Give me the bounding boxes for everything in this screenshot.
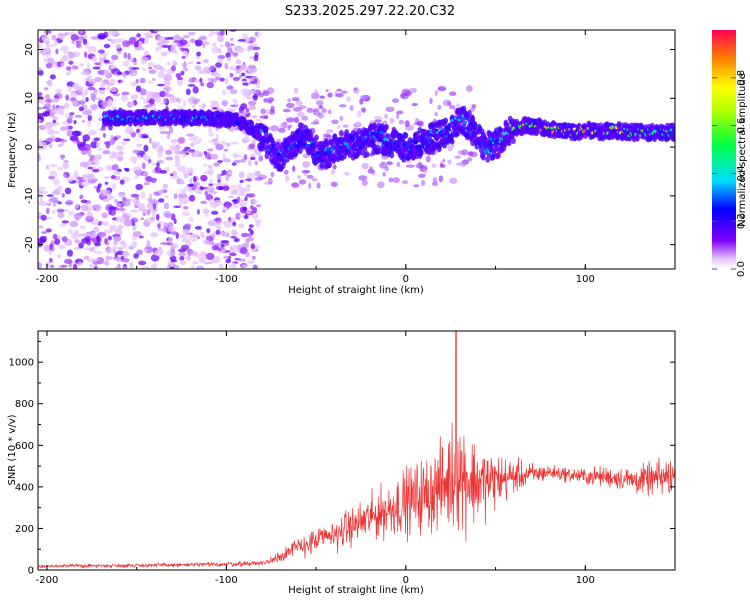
x-tick-label: 100 (576, 274, 595, 285)
x-tick-label: -100 (215, 274, 238, 285)
y-tick-label: 800 (15, 399, 34, 410)
spectrogram-x-axis: -200 -100 0 100 (36, 30, 676, 285)
snr-y-label: SNR (10 * v/v) (7, 414, 18, 485)
colorbar-label: Normalized spectral amplitude (737, 73, 748, 227)
snr-y-axis: 0 200 400 600 800 1000 (9, 340, 675, 577)
x-tick-label: -100 (215, 575, 238, 586)
chart-title: S233.2025.297.22.20.C32 (285, 4, 455, 19)
colorbar-ticks: 0.0 0.2 0.4 0.6 0.8 (712, 70, 747, 277)
colorbar-gradient (712, 30, 736, 269)
y-tick-label: 1000 (9, 358, 34, 369)
spectrogram-frame (37, 29, 676, 270)
x-tick-label: 0 (403, 575, 409, 586)
heatmap-image (38, 30, 675, 269)
snr-series-line (38, 331, 675, 569)
y-tick-label: -10 (24, 188, 35, 204)
y-tick-label: 600 (15, 441, 34, 452)
x-tick-label: -200 (36, 274, 59, 285)
colorbar-tick-label: 0.8 (736, 70, 747, 86)
y-tick-label: -20 (24, 236, 35, 252)
colorbar-tick-label: 0.2 (736, 213, 747, 229)
snr-x-axis: -200 -100 0 100 (36, 331, 676, 586)
y-tick-label: 200 (15, 524, 34, 535)
colorbar-tick-label: 0.6 (736, 118, 747, 134)
y-tick-label: 10 (24, 92, 35, 105)
spectrogram-y-label: Frequency (Hz) (7, 112, 18, 188)
x-tick-label: 100 (576, 575, 595, 586)
x-tick-label: -200 (36, 575, 59, 586)
snr-x-label: Height of straight line (km) (288, 585, 424, 596)
spectrogram-y-axis: 20 10 0 -10 -20 (24, 43, 675, 253)
colorbar-tick-label: 0.4 (736, 165, 747, 181)
snr-panel: -200 -100 0 100 0 200 400 600 800 1000 Height of… (7, 330, 676, 596)
y-tick-label: 400 (15, 482, 34, 493)
colorbar: 0.0 0.2 0.4 0.6 0.8 Normalized spectral ampl… (712, 30, 748, 277)
x-tick-label: 0 (403, 274, 409, 285)
y-tick-label: 0 (28, 566, 34, 577)
y-tick-label: 20 (24, 43, 35, 56)
spectrogram-x-label: Height of straight line (km) (288, 285, 424, 296)
colorbar-tick-label: 0.0 (736, 261, 747, 277)
y-tick-label: 0 (24, 144, 35, 150)
snr-frame (37, 330, 676, 571)
